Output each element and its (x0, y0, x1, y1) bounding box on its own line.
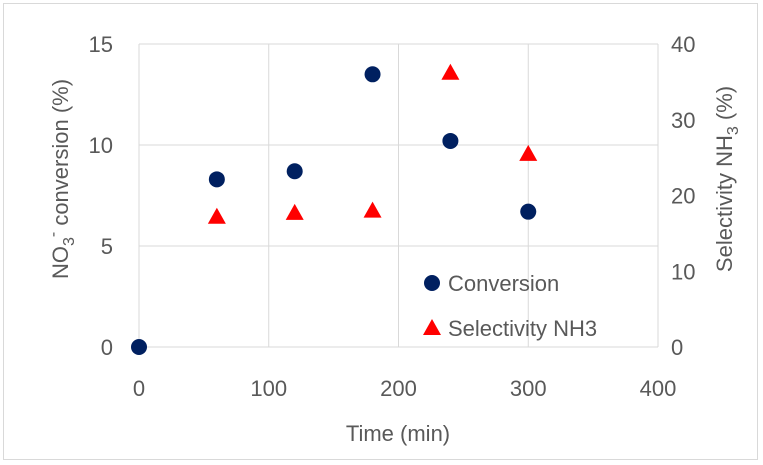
selectivity-point (285, 203, 304, 220)
legend-selectivity-label: Selectivity NH3 (448, 316, 597, 341)
left-y-tick-label: 5 (101, 234, 113, 259)
x-tick-label: 100 (250, 376, 287, 401)
left-y-axis-title-prefix: NO (48, 246, 73, 279)
conversion-point (131, 339, 147, 355)
conversion-point (364, 66, 381, 83)
left-y-tick-label: 15 (89, 32, 113, 57)
right-y-tick-label: 40 (671, 32, 695, 57)
left-y-axis-ticks: 0 5 10 15 (89, 32, 113, 360)
selectivity-point (207, 207, 226, 224)
left-y-axis-title-suffix: conversion (%) (48, 79, 73, 232)
legend-conversion-label: Conversion (448, 271, 559, 296)
conversion-point (442, 132, 459, 149)
left-y-axis-title-subscript: 3 (61, 237, 78, 246)
gridlines (138, 43, 659, 348)
x-tick-label: 300 (510, 376, 547, 401)
left-y-tick-label: 0 (101, 335, 113, 360)
right-y-axis-title-suffix: (%) (712, 86, 737, 126)
legend: Conversion Selectivity NH3 (423, 271, 597, 341)
right-y-tick-label: 10 (671, 259, 695, 284)
left-y-tick-label: 10 (89, 133, 113, 158)
data-points (131, 63, 538, 355)
chart-frame: 0 100 200 300 400 0 5 10 15 0 10 20 30 40 Time (min… (3, 3, 758, 460)
scatter-chart: 0 100 200 300 400 0 5 10 15 0 10 20 30 40 Time (min… (45, 32, 742, 446)
left-y-axis-title-superscript: - (45, 232, 62, 237)
selectivity-point (519, 144, 538, 161)
legend-selectivity-marker (423, 319, 441, 335)
x-tick-label: 0 (133, 376, 145, 401)
x-tick-label: 400 (640, 376, 677, 401)
right-y-axis-ticks: 0 10 20 30 40 (671, 32, 695, 360)
conversion-point (520, 203, 537, 220)
x-axis-title: Time (min) (346, 421, 450, 446)
x-axis-ticks: 0 100 200 300 400 (133, 376, 676, 401)
conversion-point (208, 171, 225, 188)
right-y-axis-title-subscript: 3 (725, 126, 742, 135)
right-y-axis-title: Selectivity NH3 (%) (712, 86, 742, 272)
right-y-axis-title-prefix: Selectivity NH (712, 135, 737, 272)
right-y-tick-label: 20 (671, 184, 695, 209)
selectivity-point (363, 201, 382, 218)
x-tick-label: 200 (380, 376, 417, 401)
right-y-tick-label: 0 (671, 335, 683, 360)
selectivity-point (441, 63, 460, 80)
left-y-axis-title: NO3- conversion (%) (45, 79, 78, 279)
legend-conversion-marker (424, 275, 440, 291)
conversion-point (286, 163, 303, 180)
right-y-tick-label: 30 (671, 108, 695, 133)
